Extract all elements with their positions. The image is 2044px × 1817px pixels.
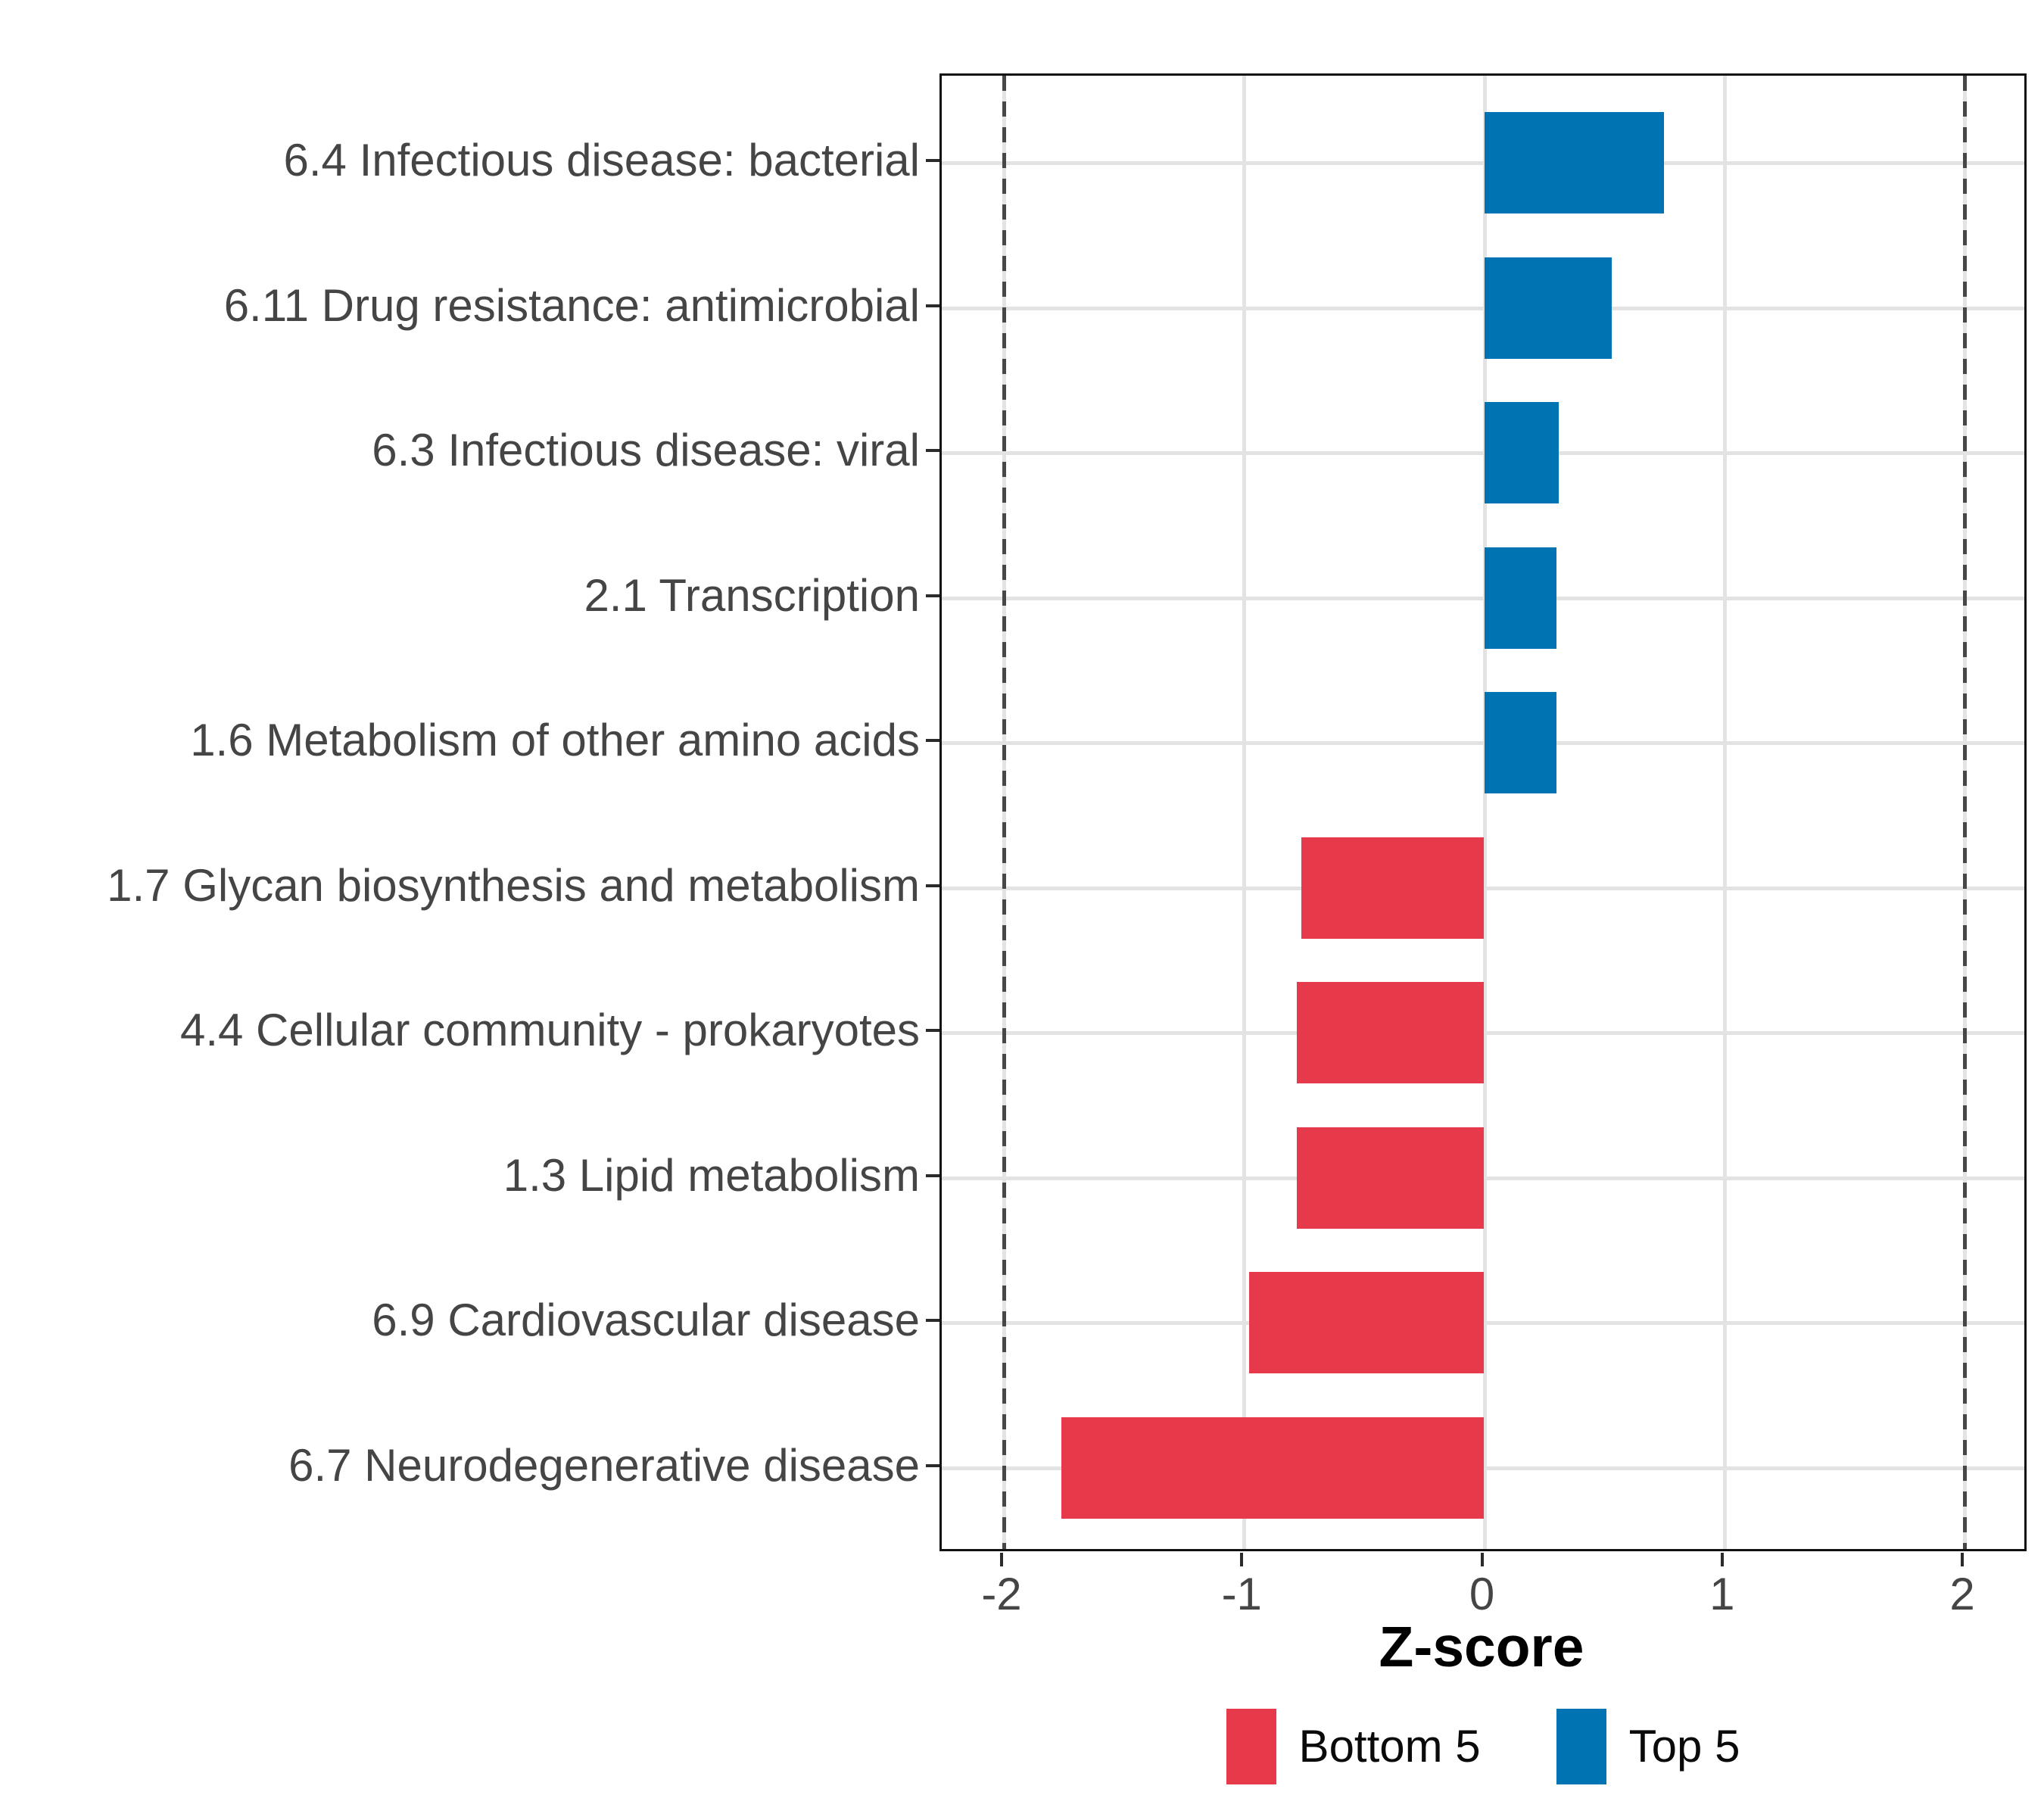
bar-top [1484, 257, 1612, 359]
x-tick-label: 0 [1469, 1569, 1495, 1619]
category-label: 6.3 Infectious disease: viral [372, 425, 920, 476]
y-tick-mark [926, 739, 939, 743]
category-label: 6.7 Neurodegenerative disease [288, 1439, 920, 1491]
legend-label: Top 5 [1628, 1721, 1740, 1772]
x-tick-mark [1240, 1553, 1244, 1566]
y-tick-mark [926, 304, 939, 307]
bar-top [1484, 402, 1559, 504]
bar-top [1484, 547, 1556, 649]
bar-bottom [1061, 1417, 1485, 1519]
plot-panel [939, 73, 2027, 1551]
x-tick-mark [1000, 1553, 1003, 1566]
legend-swatch [1556, 1709, 1606, 1784]
vertical-gridline [1722, 76, 1727, 1549]
y-tick-mark [926, 159, 939, 162]
y-tick-mark [926, 594, 939, 597]
y-tick-mark [926, 1173, 939, 1177]
vertical-gridline [1482, 76, 1487, 1549]
x-tick-mark [1480, 1553, 1484, 1566]
x-tick-label: -2 [981, 1569, 1022, 1619]
x-axis-title: Z-score [1379, 1615, 1584, 1678]
bar-top [1484, 692, 1556, 794]
x-tick-label: -1 [1221, 1569, 1262, 1619]
category-label: 6.11 Drug resistance: antimicrobial [223, 279, 920, 331]
x-tick-mark [1961, 1553, 1964, 1566]
category-label: 1.6 Metabolism of other amino acids [190, 715, 920, 766]
category-label: 6.9 Cardiovascular disease [372, 1295, 920, 1346]
y-tick-mark [926, 884, 939, 887]
y-tick-mark [926, 1029, 939, 1033]
bar-top [1484, 112, 1665, 213]
y-tick-mark [926, 449, 939, 453]
y-tick-mark [926, 1319, 939, 1323]
legend-swatch [1226, 1709, 1276, 1784]
legend: Bottom 5 Top 5 [939, 1705, 2027, 1788]
y-tick-mark [926, 1463, 939, 1467]
category-label: 2.1 Transcription [584, 569, 920, 621]
bar-bottom [1301, 837, 1485, 939]
category-label: 1.3 Lipid metabolism [503, 1149, 920, 1201]
bar-bottom [1297, 982, 1485, 1084]
legend-label: Bottom 5 [1298, 1721, 1481, 1772]
category-label: 1.7 Glycan biosynthesis and metabolism [107, 859, 920, 911]
reference-line-dashed [1963, 76, 1967, 1549]
category-label: 6.4 Infectious disease: bacterial [283, 135, 921, 185]
x-tick-mark [1720, 1553, 1724, 1566]
reference-line-dashed [1002, 76, 1006, 1549]
vertical-gridline [1242, 76, 1247, 1549]
x-tick-label: 1 [1709, 1569, 1735, 1619]
x-tick-label: 2 [1949, 1569, 1975, 1619]
legend-item: Top 5 [1556, 1709, 1740, 1784]
legend-item: Bottom 5 [1226, 1709, 1481, 1784]
bar-bottom [1248, 1272, 1485, 1374]
bar-bottom [1297, 1127, 1485, 1229]
category-label: 4.4 Cellular community - prokaryotes [179, 1005, 920, 1056]
